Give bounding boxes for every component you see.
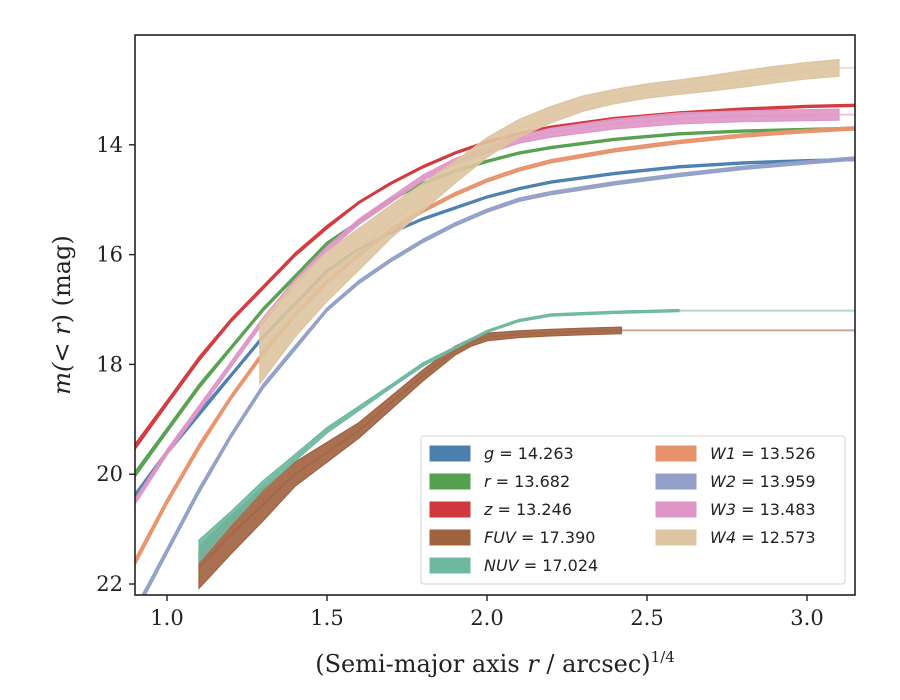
x-tick-label: 3.0 <box>790 606 823 630</box>
series-nuv-band <box>198 308 680 564</box>
legend-swatch <box>655 445 697 462</box>
x-tick-label: 1.0 <box>150 606 183 630</box>
legend-item-fuv: FUV = 17.390 <box>429 528 595 547</box>
y-tick-label: 16 <box>96 243 123 267</box>
legend-label: r = 13.682 <box>484 472 570 491</box>
series-r-extrapolated-line <box>135 127 855 475</box>
series-w2 <box>141 156 855 595</box>
legend-swatch <box>655 501 697 518</box>
legend-label: z = 13.246 <box>483 500 572 519</box>
series-z <box>135 103 855 451</box>
legend-item-g: g = 14.263 <box>429 444 574 463</box>
legend-item-z: z = 13.246 <box>429 500 572 519</box>
y-tick-label: 14 <box>96 133 123 157</box>
series-z-extrapolated-line <box>135 104 855 448</box>
legend-item-w3: W3 = 13.483 <box>655 500 816 519</box>
y-tick-label: 18 <box>96 352 123 376</box>
legend-swatch <box>655 473 697 490</box>
series-w2-band <box>141 156 855 595</box>
legend-frame <box>420 435 846 585</box>
x-tick-label: 2.0 <box>470 606 503 630</box>
series-z-band <box>135 103 855 451</box>
series-w4 <box>259 59 855 386</box>
x-tick-label: 1.5 <box>310 606 343 630</box>
x-axis-label: (Semi-major axis r / arcsec)1/4 <box>315 648 675 678</box>
legend-item-w2: W2 = 13.959 <box>655 472 816 491</box>
legend-label: W3 = 13.483 <box>710 500 816 519</box>
legend-label: W4 = 12.573 <box>710 528 816 547</box>
x-tick-label: 2.5 <box>630 606 663 630</box>
legend-entries: g = 14.263 r = 13.682 z = 13.246 FUV = 17.3… <box>429 444 816 575</box>
legend-swatch <box>429 557 471 574</box>
legend-swatch <box>655 529 697 546</box>
legend-label: g = 14.263 <box>484 444 574 463</box>
legend-label: NUV = 17.024 <box>484 556 598 575</box>
ticks-layer: 1.0 1.5 2.0 2.5 3.0 14 16 18 20 22 <box>96 133 823 630</box>
legend-swatch <box>429 529 471 546</box>
legend-label: FUV = 17.390 <box>484 528 595 547</box>
legend-item-w1: W1 = 13.526 <box>655 444 816 463</box>
series-fuv-band <box>198 326 623 590</box>
series-fuv <box>198 326 855 590</box>
y-tick-label: 20 <box>96 462 123 486</box>
legend-item-r: r = 13.682 <box>429 472 570 491</box>
legend-swatch <box>429 501 471 518</box>
legend-swatch <box>429 445 471 462</box>
legend-item-w4: W4 = 12.573 <box>655 528 816 547</box>
legend: g = 14.263 r = 13.682 z = 13.246 FUV = 17.3… <box>420 435 846 585</box>
legend-label: W1 = 13.526 <box>710 444 816 463</box>
y-tick-label: 22 <box>96 572 123 596</box>
series-layer <box>135 59 855 595</box>
legend-item-nuv: NUV = 17.024 <box>429 556 598 575</box>
y-axis-label: m(< r) (mag) <box>48 235 76 395</box>
plot-frame <box>134 34 856 596</box>
series-nuv <box>198 308 855 564</box>
legend-swatch <box>429 473 471 490</box>
series-r-band <box>135 126 855 479</box>
series-w4-band <box>259 59 840 386</box>
legend-label: W2 = 13.959 <box>710 472 816 491</box>
